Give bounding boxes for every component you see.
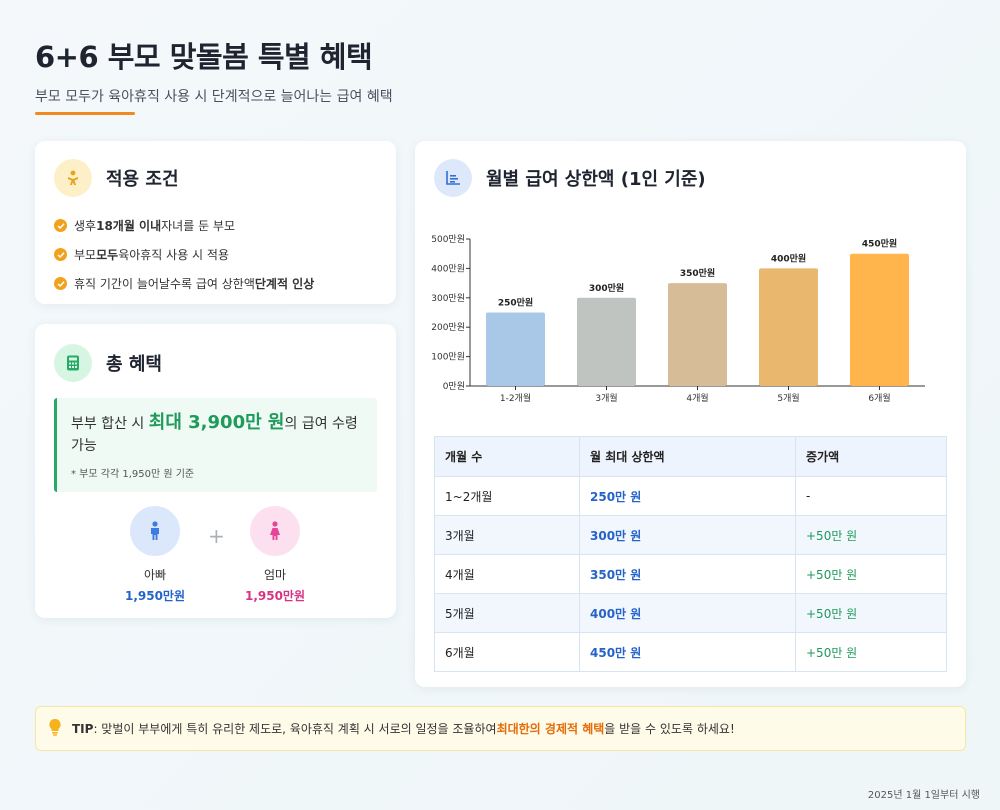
bar-value-label: 350만원 <box>680 267 715 279</box>
check-icon <box>54 277 67 290</box>
bar-chart: 0만원 100만원 200만원 300만원 400만원 500만원 250만원 1-2개월 30… <box>431 234 925 404</box>
child-icon <box>54 159 92 197</box>
condition-item: 휴직 기간이 늘어날수록 급여 상한액 단계적 인상 <box>54 269 377 298</box>
conditions-title: 적용 조건 <box>106 169 179 190</box>
month-cell: 1~2개월 <box>434 476 580 516</box>
x-tick-label: 5개월 <box>777 392 799 404</box>
benefit-pre: 부부 합산 시 <box>71 416 149 432</box>
amount-cell: 250만 원 <box>579 476 796 516</box>
calculator-icon <box>54 344 92 382</box>
amount-cell: 350만 원 <box>579 554 796 594</box>
x-tick-label: 3개월 <box>595 392 617 404</box>
bar <box>577 297 636 386</box>
condition-item: 부모 모두 육아휴직 사용 시 적용 <box>54 240 377 269</box>
y-tick-label: 400만원 <box>431 263 465 274</box>
chart-title: 월별 급여 상한액 (1인 기준) <box>486 169 706 190</box>
condition-bold: 단계적 인상 <box>254 277 315 291</box>
condition-text: 육아휴직 사용 시 적용 <box>118 248 229 262</box>
bar-chart-icon <box>434 159 472 197</box>
y-tick-label: 0만원 <box>443 381 465 392</box>
conditions-card: 적용 조건 생후 18개월 이내 자녀를 둔 부모 부모 모두 육아휴직 사용 … <box>35 141 396 304</box>
table-row: 3개월 300만 원 +50만 원 <box>434 515 947 555</box>
total-benefit-card: 총 혜택 부부 합산 시 최대 3,900만 원의 급여 수령 가능 * 부모 … <box>35 324 396 618</box>
mom-amount: 1,950만원 <box>244 589 306 603</box>
table-row: 4개월 350만 원 +50만 원 <box>434 554 947 594</box>
table-row: 6개월 450만 원 +50만 원 <box>434 632 947 672</box>
dad-label: 아빠 <box>143 568 167 582</box>
y-tick-label: 200만원 <box>431 322 465 333</box>
amount-cell: 400만 원 <box>579 593 796 633</box>
mom-item: 엄마 1,950만원 <box>225 506 325 604</box>
benefit-note: * 부모 각각 1,950만 원 기준 <box>71 469 195 480</box>
dad-item: 아빠 1,950만원 <box>105 506 205 604</box>
y-tick-label: 100만원 <box>431 352 465 363</box>
increase-cell: - <box>795 476 947 516</box>
benefit-amount: 최대 3,900만 원 <box>148 412 285 433</box>
bar <box>668 283 727 386</box>
mom-label: 엄마 <box>263 568 287 582</box>
effective-date: 2025년 1월 1일부터 시행 <box>867 790 980 801</box>
x-tick-label: 4개월 <box>686 392 708 404</box>
bar-value-label: 250만원 <box>498 297 533 309</box>
condition-bold: 모두 <box>96 248 119 262</box>
y-tick-label: 300만원 <box>431 293 465 304</box>
increase-cell: +50만 원 <box>795 632 947 672</box>
plus-icon: + <box>208 524 225 548</box>
column-header: 월 최대 상한액 <box>579 436 796 477</box>
month-cell: 5개월 <box>434 593 580 633</box>
tip-label: TIP <box>72 721 94 736</box>
condition-text: 생후 <box>74 219 97 233</box>
y-tick-label: 500만원 <box>431 234 465 245</box>
check-icon <box>54 219 67 232</box>
lightbulb-icon <box>48 718 62 739</box>
tip-text-end: 을 받을 수 있도록 하세요! <box>604 722 735 736</box>
benefit-post: 의 급여 수령 가능 <box>71 416 358 454</box>
total-title: 총 혜택 <box>106 354 162 375</box>
page-title: 6+6 부모 맞돌봄 특별 혜택 <box>35 40 373 74</box>
chart-card: 월별 급여 상한액 (1인 기준) 0만원 100만원 200만원 300만원 400만… <box>415 141 966 687</box>
check-icon <box>54 248 67 261</box>
table-row: 1~2개월 250만 원 - <box>434 476 947 516</box>
table-header-row: 개월 수 월 최대 상한액 증가액 <box>434 436 947 477</box>
condition-text: 자녀를 둔 부모 <box>161 219 236 233</box>
condition-item: 생후 18개월 이내 자녀를 둔 부모 <box>54 211 377 240</box>
bar-value-label: 400만원 <box>771 252 806 264</box>
page-subtitle: 부모 모두가 육아휴직 사용 시 단계적으로 늘어나는 급여 혜택 <box>35 89 393 105</box>
tip-text: : 맞벌이 부부에게 특히 유리한 제도로, 육아휴직 계획 시 서로의 일정을… <box>93 722 497 736</box>
dad-amount: 1,950만원 <box>124 589 186 603</box>
bar <box>759 268 818 386</box>
benefit-highlight-box: 부부 합산 시 최대 3,900만 원의 급여 수령 가능 * 부모 각각 1,… <box>54 398 377 492</box>
increase-cell: +50만 원 <box>795 515 947 555</box>
bar-value-label: 300만원 <box>589 282 624 294</box>
month-cell: 4개월 <box>434 554 580 594</box>
column-header: 개월 수 <box>434 436 580 477</box>
benefit-table: 개월 수 월 최대 상한액 증가액 1~2개월 250만 원 - 3개월 300… <box>434 436 947 672</box>
month-cell: 6개월 <box>434 632 580 672</box>
bar <box>486 312 545 386</box>
table-row: 5개월 400만 원 +50만 원 <box>434 593 947 633</box>
amount-cell: 450만 원 <box>579 632 796 672</box>
increase-cell: +50만 원 <box>795 593 947 633</box>
page-header: 6+6 부모 맞돌봄 특별 혜택 부모 모두가 육아휴직 사용 시 단계적으로 … <box>35 34 393 106</box>
amount-cell: 300만 원 <box>579 515 796 555</box>
increase-cell: +50만 원 <box>795 554 947 594</box>
condition-text: 부모 <box>74 248 97 262</box>
month-cell: 3개월 <box>434 515 580 555</box>
tip-highlight: 최대한의 경제적 혜택 <box>496 722 605 736</box>
parents-breakdown: 아빠 1,950만원 + 엄마 1,950만원 <box>35 506 396 606</box>
x-tick-label: 1-2개월 <box>500 392 531 404</box>
condition-bold: 18개월 이내 <box>96 219 162 233</box>
title-divider <box>35 112 135 115</box>
condition-text: 휴직 기간이 늘어날수록 급여 상한액 <box>74 277 255 291</box>
x-tick-label: 6개월 <box>868 392 890 404</box>
bar-value-label: 450만원 <box>862 238 897 250</box>
male-icon <box>130 506 180 556</box>
tip-banner: TIP: 맞벌이 부부에게 특히 유리한 제도로, 육아휴직 계획 시 서로의 … <box>35 706 966 751</box>
bar <box>850 253 909 386</box>
benefit-text: 부부 합산 시 최대 3,900만 원의 급여 수령 가능 <box>71 412 363 457</box>
column-header: 증가액 <box>795 436 947 477</box>
female-icon <box>250 506 300 556</box>
